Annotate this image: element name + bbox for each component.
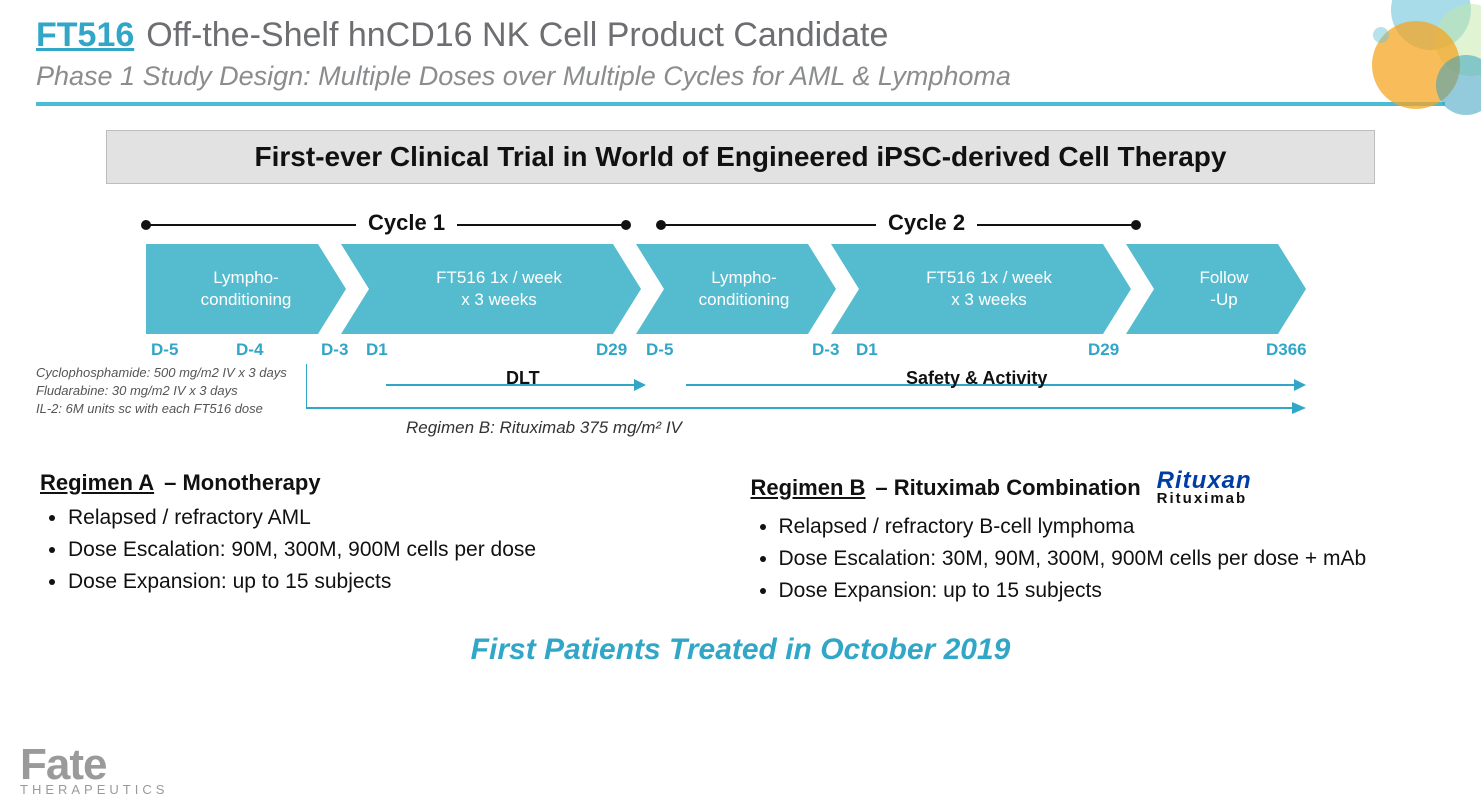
cycle-label: Cycle 2 bbox=[876, 210, 977, 236]
study-diagram: Cycle 1Cycle 2 Lympho-conditioningFT516 … bbox=[106, 200, 1375, 430]
svg-text:conditioning: conditioning bbox=[699, 290, 790, 309]
day-marker: D1 bbox=[856, 340, 878, 360]
callout: First Patients Treated in October 2019 bbox=[36, 633, 1445, 667]
rituxan-generic: Rituximab bbox=[1157, 492, 1248, 506]
svg-text:FT516 1x / week: FT516 1x / week bbox=[436, 268, 562, 287]
chevron-step: Lympho-conditioning bbox=[636, 244, 836, 334]
regimen-b-column: Regimen B – Rituximab Combination Rituxa… bbox=[751, 470, 1442, 611]
bullet-item: Dose Expansion: up to 15 subjects bbox=[779, 579, 1442, 603]
regimen-b-title: Regimen B bbox=[751, 475, 866, 501]
svg-text:conditioning: conditioning bbox=[201, 290, 292, 309]
title-rest: Off-the-Shelf hnCD16 NK Cell Product Can… bbox=[146, 16, 888, 55]
chevron-step: FT516 1x / week x 3 weeks bbox=[341, 244, 641, 334]
title-highlight: FT516 bbox=[36, 16, 134, 55]
regimen-columns: Regimen A – Monotherapy Relapsed / refra… bbox=[36, 470, 1445, 611]
regimen-b-subtitle: – Rituximab Combination bbox=[875, 475, 1140, 501]
rituxan-logo: Rituxan Rituximab bbox=[1157, 470, 1252, 505]
svg-text:FT516 1x / week: FT516 1x / week bbox=[926, 268, 1052, 287]
bullet-item: Dose Expansion: up to 15 subjects bbox=[68, 570, 731, 594]
day-marker: D-5 bbox=[646, 340, 673, 360]
day-marker: D29 bbox=[596, 340, 627, 360]
regimen-b-bullets: Relapsed / refractory B-cell lymphoma Dos… bbox=[751, 515, 1442, 603]
subtitle: Phase 1 Study Design: Multiple Doses ove… bbox=[36, 61, 1445, 92]
cycle-label: Cycle 1 bbox=[356, 210, 457, 236]
chevron-step: Lympho-conditioning bbox=[146, 244, 346, 334]
regimen-b-heading: Regimen B – Rituximab Combination Rituxa… bbox=[751, 470, 1442, 505]
regimen-b-arrow bbox=[106, 400, 1375, 440]
day-marker: D29 bbox=[1088, 340, 1119, 360]
chevron-step: Follow -Up bbox=[1126, 244, 1306, 334]
svg-text:Lympho-: Lympho- bbox=[711, 268, 777, 287]
bullet-item: Dose Escalation: 30M, 90M, 300M, 900M ce… bbox=[779, 547, 1442, 571]
regimen-a-title: Regimen A bbox=[40, 470, 154, 496]
day-marker: D-3 bbox=[812, 340, 839, 360]
regimen-a-bullets: Relapsed / refractory AML Dose Escalation… bbox=[40, 506, 731, 594]
title: FT516 Off-the-Shelf hnCD16 NK Cell Produ… bbox=[36, 16, 1445, 55]
bullet-item: Dose Escalation: 90M, 300M, 900M cells p… bbox=[68, 538, 731, 562]
chevron-row: Lympho-conditioning FT516 1x / week x 3 we… bbox=[106, 244, 1375, 334]
day-markers: D-5 D-4 D-3 D1 D29 D-5 D-3 D1 D29 D366 bbox=[106, 340, 1375, 364]
regimen-a-subtitle: – Monotherapy bbox=[164, 470, 320, 496]
chevron-step: FT516 1x / week x 3 weeks bbox=[831, 244, 1131, 334]
fate-logo-text: Fate bbox=[20, 747, 168, 782]
svg-text:x 3 weeks: x 3 weeks bbox=[461, 290, 537, 309]
fate-word: Fate bbox=[20, 747, 106, 782]
bullet-item: Relapsed / refractory AML bbox=[68, 506, 731, 530]
day-marker: D-3 bbox=[321, 340, 348, 360]
svg-text:Lympho-: Lympho- bbox=[213, 268, 279, 287]
rituxan-brand: Rituxan bbox=[1157, 470, 1252, 492]
svg-text:Follow: Follow bbox=[1199, 268, 1249, 287]
title-rule bbox=[36, 102, 1445, 106]
regimen-a-heading: Regimen A – Monotherapy bbox=[40, 470, 731, 496]
day-marker: D-4 bbox=[236, 340, 263, 360]
slide: FT516 Off-the-Shelf hnCD16 NK Cell Produ… bbox=[0, 0, 1481, 805]
banner: First-ever Clinical Trial in World of En… bbox=[106, 130, 1375, 184]
regimen-b-note: Regimen B: Rituximab 375 mg/m² IV bbox=[406, 418, 682, 438]
bullet-item: Relapsed / refractory B-cell lymphoma bbox=[779, 515, 1442, 539]
day-marker: D366 bbox=[1266, 340, 1307, 360]
fate-logo: Fate THERAPEUTICS bbox=[20, 747, 168, 795]
svg-text:-Up: -Up bbox=[1210, 290, 1237, 309]
day-marker: D1 bbox=[366, 340, 388, 360]
fate-sub: THERAPEUTICS bbox=[20, 785, 168, 795]
regimen-a-column: Regimen A – Monotherapy Relapsed / refra… bbox=[40, 470, 731, 611]
day-marker: D-5 bbox=[151, 340, 178, 360]
svg-text:x 3 weeks: x 3 weeks bbox=[951, 290, 1027, 309]
